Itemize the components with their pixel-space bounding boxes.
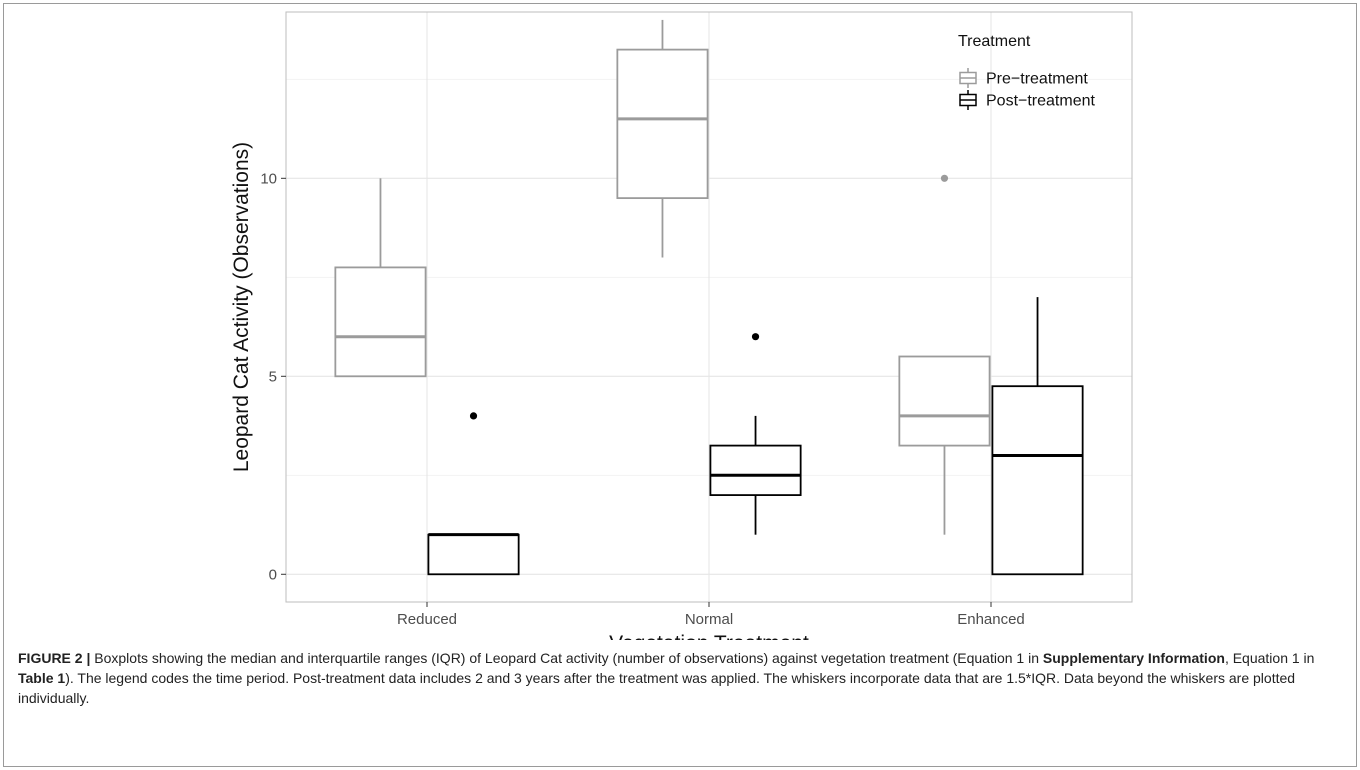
boxplot-marks (334, 19, 1084, 576)
outlier-point (751, 333, 760, 341)
outlier-point (940, 174, 949, 182)
boxplot-chart: 0 5 10 Reduced Normal Enhanced Vegetation Tre… (230, 11, 1133, 640)
legend-title: Treatment (958, 33, 1031, 50)
grid-lines (286, 12, 1132, 602)
caption-text-2: , Equation 1 in (1224, 650, 1315, 666)
box-iqr (334, 266, 427, 378)
x-axis-title: Vegetation Treatment (609, 632, 809, 640)
legend-entry-label: Pre−treatment (986, 71, 1088, 88)
legend-entries: Pre−treatment Post−treatment (959, 68, 1096, 110)
y-tick-label: 5 (269, 368, 277, 385)
y-tick-label: 10 (260, 170, 277, 187)
caption-bold-1: Supplementary Information (1042, 650, 1225, 666)
legend: Treatment Pre−treatment Post−treatment (958, 33, 1096, 110)
legend-entry: Pre−treatment (959, 68, 1088, 88)
figure-label: FIGURE 2 | (18, 650, 91, 666)
x-tick-label: Reduced (397, 611, 457, 628)
caption-text-1: Boxplots showing the median and interqua… (90, 650, 1043, 666)
caption-bold-2: Table 1 (18, 670, 66, 686)
box-normal-pre (616, 19, 709, 258)
outlier-point (469, 412, 478, 420)
figure-caption: FIGURE 2 | Boxplots showing the median a… (18, 648, 1343, 708)
box-iqr (427, 533, 520, 576)
box-reduced-pre (334, 178, 427, 378)
axes: 0 5 10 Reduced Normal Enhanced (260, 170, 1024, 628)
box-reduced-post (427, 412, 520, 576)
x-tick-label: Enhanced (957, 611, 1025, 628)
box-enhanced-pre (898, 174, 991, 535)
box-iqr (709, 444, 802, 496)
legend-entry-label: Post−treatment (986, 93, 1096, 110)
box-enhanced-post (991, 297, 1084, 576)
box-normal-post (709, 333, 802, 535)
box-iqr (616, 48, 709, 200)
x-tick-label: Normal (685, 611, 733, 628)
y-tick-label: 0 (269, 566, 277, 583)
y-axis-title: Leopard Cat Activity (Observations) (230, 142, 253, 472)
box-iqr (991, 385, 1084, 576)
box-iqr (898, 355, 991, 447)
caption-text-3: ). The legend codes the time period. Pos… (18, 670, 1296, 706)
legend-entry: Post−treatment (959, 90, 1096, 110)
figure-frame (3, 3, 1357, 767)
